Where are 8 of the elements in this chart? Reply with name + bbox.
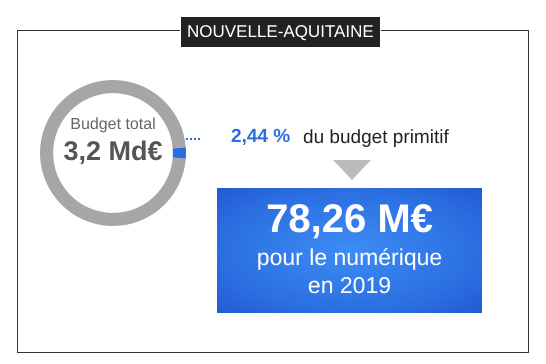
- text: en 2019: [306, 272, 392, 299]
- text: 78,26 M€: [265, 197, 434, 242]
- text: 3,2 Md€: [62, 136, 164, 167]
- data-label: 2,44 %: [231, 126, 290, 148]
- text: du budget primitif: [303, 127, 449, 149]
- text: Budget total: [69, 116, 157, 134]
- text: pour le numérique: [256, 244, 444, 271]
- chart-title: NOUVELLE-AQUITAINE: [180, 16, 381, 48]
